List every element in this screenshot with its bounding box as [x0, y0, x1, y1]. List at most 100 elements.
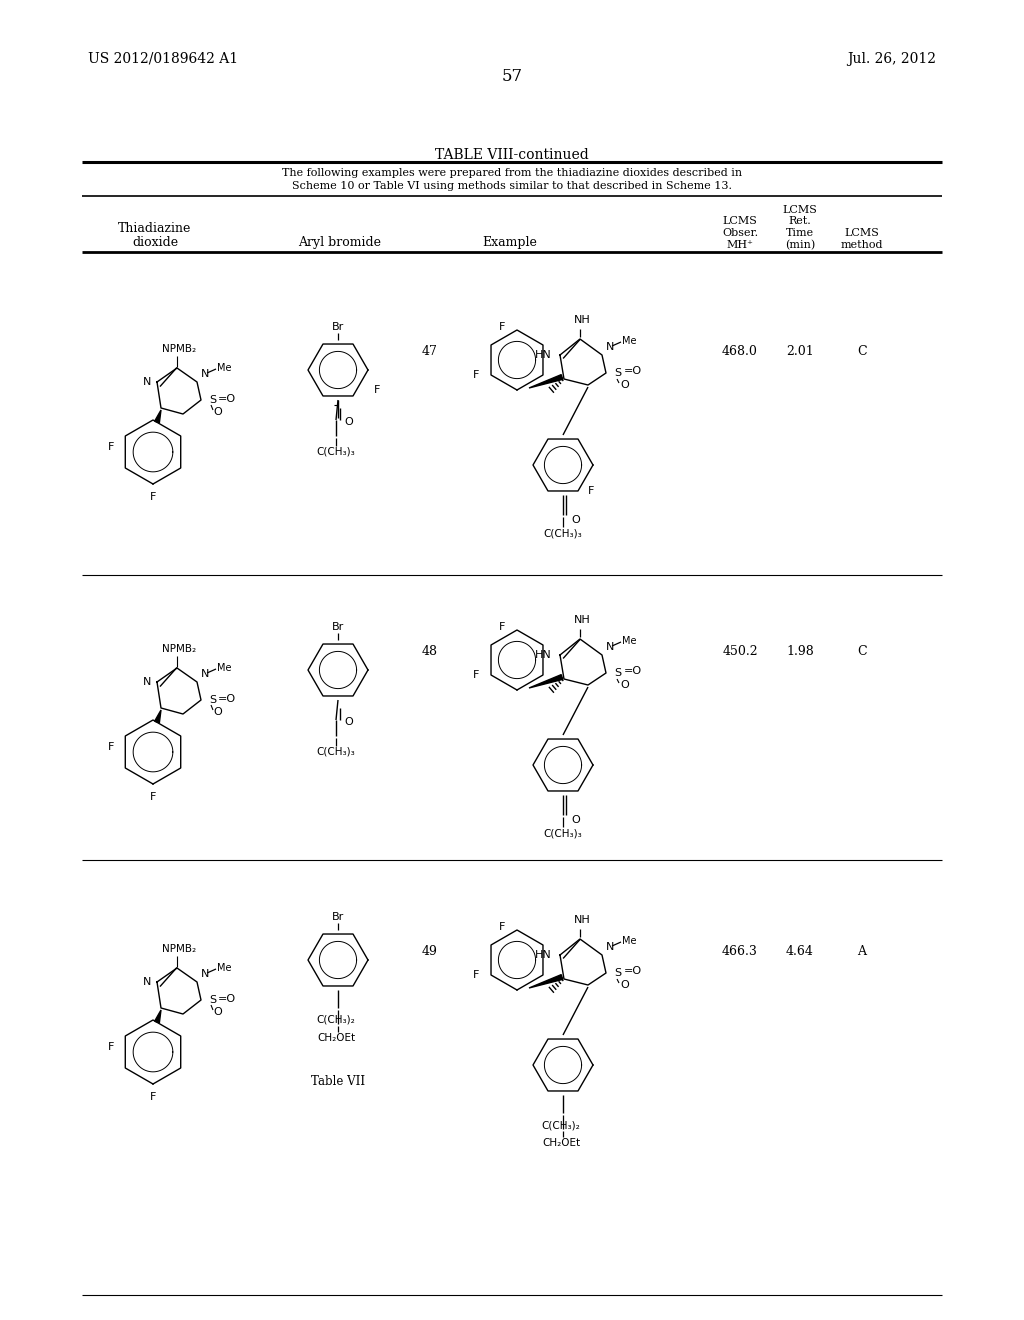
Polygon shape	[155, 1010, 161, 1023]
Text: =O: =O	[624, 966, 642, 975]
Text: Br: Br	[332, 622, 344, 632]
Text: 1.98: 1.98	[786, 645, 814, 657]
Text: F: F	[499, 921, 505, 932]
Text: S: S	[614, 368, 622, 378]
Text: CH₂OEt: CH₂OEt	[317, 1034, 355, 1043]
Text: Ret.: Ret.	[788, 216, 811, 226]
Text: O: O	[213, 407, 222, 417]
Text: NH: NH	[573, 615, 591, 624]
Text: N: N	[606, 642, 614, 652]
Text: F: F	[374, 385, 380, 395]
Text: Jul. 26, 2012: Jul. 26, 2012	[847, 51, 936, 66]
Text: C: C	[857, 345, 866, 358]
Text: F: F	[108, 1041, 115, 1052]
Text: F: F	[150, 1092, 157, 1102]
Text: Me: Me	[217, 663, 231, 673]
Text: C(CH₃)₃: C(CH₃)₃	[316, 747, 355, 756]
Text: F: F	[499, 622, 505, 632]
Text: O: O	[620, 380, 629, 389]
Text: O: O	[620, 680, 629, 690]
Text: C(CH₃)₂: C(CH₃)₂	[316, 1015, 355, 1026]
Text: NH: NH	[573, 315, 591, 325]
Text: Me: Me	[622, 337, 637, 346]
Text: Time: Time	[786, 228, 814, 238]
Text: S: S	[209, 995, 216, 1005]
Text: S: S	[614, 668, 622, 678]
Text: N: N	[142, 677, 151, 686]
Text: F: F	[108, 742, 115, 752]
Text: N: N	[201, 370, 209, 379]
Text: N: N	[606, 942, 614, 952]
Polygon shape	[529, 375, 563, 388]
Text: MH⁺: MH⁺	[727, 240, 754, 249]
Text: O: O	[344, 717, 352, 727]
Text: O: O	[571, 515, 580, 525]
Text: F: F	[150, 492, 157, 502]
Text: N: N	[142, 378, 151, 387]
Text: N: N	[142, 977, 151, 987]
Text: TABLE VIII-continued: TABLE VIII-continued	[435, 148, 589, 162]
Text: NPMB₂: NPMB₂	[162, 644, 196, 653]
Text: LCMS: LCMS	[723, 216, 758, 226]
Text: LCMS: LCMS	[845, 228, 880, 238]
Text: O: O	[620, 979, 629, 990]
Text: F: F	[473, 970, 479, 979]
Text: NH: NH	[573, 915, 591, 925]
Text: method: method	[841, 240, 884, 249]
Text: F: F	[108, 442, 115, 451]
Text: N: N	[606, 342, 614, 352]
Text: =O: =O	[218, 694, 237, 704]
Text: F: F	[150, 792, 157, 803]
Polygon shape	[155, 411, 161, 422]
Text: (min): (min)	[784, 240, 815, 251]
Text: F: F	[473, 370, 479, 380]
Text: Thiadiazine: Thiadiazine	[119, 222, 191, 235]
Text: F: F	[588, 486, 594, 496]
Text: C(CH₃)₃: C(CH₃)₃	[544, 528, 583, 539]
Text: NPMB₂: NPMB₂	[162, 345, 196, 354]
Text: F: F	[499, 322, 505, 333]
Text: 466.3: 466.3	[722, 945, 758, 958]
Text: 450.2: 450.2	[722, 645, 758, 657]
Text: Obser.: Obser.	[722, 228, 758, 238]
Text: S: S	[209, 395, 216, 405]
Text: S: S	[614, 968, 622, 978]
Text: HN: HN	[536, 950, 552, 960]
Text: dioxide: dioxide	[132, 236, 178, 249]
Text: O: O	[344, 417, 352, 426]
Text: O: O	[571, 814, 580, 825]
Text: Aryl bromide: Aryl bromide	[299, 236, 382, 249]
Text: O: O	[213, 1007, 222, 1016]
Text: US 2012/0189642 A1: US 2012/0189642 A1	[88, 51, 239, 66]
Text: 57: 57	[502, 69, 522, 84]
Text: HN: HN	[536, 649, 552, 660]
Text: Me: Me	[217, 363, 231, 374]
Text: F: F	[473, 671, 479, 680]
Text: C(CH₃)₃: C(CH₃)₃	[544, 828, 583, 838]
Text: C(CH₃)₂: C(CH₃)₂	[542, 1119, 581, 1130]
Text: LCMS: LCMS	[782, 205, 817, 215]
Text: C: C	[857, 645, 866, 657]
Text: Me: Me	[622, 936, 637, 946]
Text: Example: Example	[482, 236, 538, 249]
Text: The following examples were prepared from the thiadiazine dioxides described in: The following examples were prepared fro…	[282, 168, 742, 178]
Text: Scheme 10 or Table VI using methods similar to that described in Scheme 13.: Scheme 10 or Table VI using methods simi…	[292, 181, 732, 191]
Text: Table VII: Table VII	[311, 1074, 366, 1088]
Text: C(CH₃)₃: C(CH₃)₃	[316, 447, 355, 457]
Text: N: N	[201, 669, 209, 678]
Text: Me: Me	[217, 964, 231, 973]
Text: CH₂OEt: CH₂OEt	[542, 1138, 580, 1148]
Text: =O: =O	[624, 366, 642, 376]
Text: S: S	[209, 696, 216, 705]
Polygon shape	[529, 974, 563, 987]
Text: Me: Me	[622, 636, 637, 645]
Text: 48: 48	[422, 645, 438, 657]
Text: 2.01: 2.01	[786, 345, 814, 358]
Text: 49: 49	[422, 945, 438, 958]
Text: NPMB₂: NPMB₂	[162, 944, 196, 954]
Polygon shape	[155, 710, 161, 723]
Text: N: N	[201, 969, 209, 979]
Text: 468.0: 468.0	[722, 345, 758, 358]
Text: 4.64: 4.64	[786, 945, 814, 958]
Text: =O: =O	[624, 667, 642, 676]
